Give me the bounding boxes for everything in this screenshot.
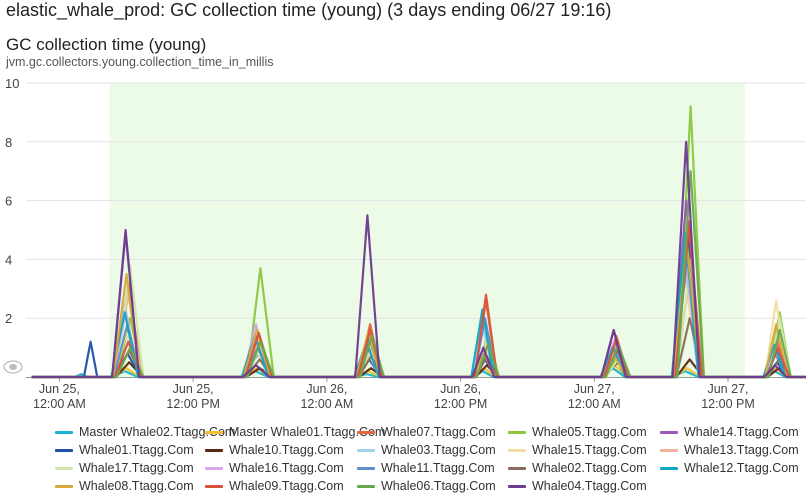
legend-label: Whale01.Ttagg.Com bbox=[79, 443, 194, 457]
legend-swatch bbox=[55, 448, 73, 452]
legend-item[interactable]: Master Whale02.Ttagg.Com bbox=[55, 423, 235, 441]
legend-swatch bbox=[205, 484, 223, 488]
y-tick-label: 6 bbox=[5, 194, 12, 209]
legend-swatch bbox=[660, 448, 678, 452]
x-tick-label: 12:00 PM bbox=[166, 397, 220, 411]
legend-item[interactable]: Whale17.Ttagg.Com bbox=[55, 459, 194, 477]
x-tick-label: 12:00 PM bbox=[434, 397, 488, 411]
legend-label: Whale14.Ttagg.Com bbox=[684, 425, 799, 439]
legend-swatch bbox=[55, 484, 73, 488]
legend-swatch bbox=[660, 430, 678, 434]
y-tick-label: 8 bbox=[5, 135, 12, 150]
legend-label: Whale16.Ttagg.Com bbox=[229, 461, 344, 475]
legend-label: Whale10.Ttagg.Com bbox=[229, 443, 344, 457]
x-tick-label: Jun 26, bbox=[440, 382, 481, 396]
page-title: elastic_whale_prod: GC collection time (… bbox=[6, 0, 612, 20]
legend-item[interactable]: Whale16.Ttagg.Com bbox=[205, 459, 344, 477]
legend-swatch bbox=[205, 448, 223, 452]
legend-item[interactable]: Whale10.Ttagg.Com bbox=[205, 441, 344, 459]
legend-swatch bbox=[508, 448, 526, 452]
chart-title: GC collection time (young) bbox=[6, 35, 207, 54]
chart-legend: Master Whale02.Ttagg.Com Master Whale01.T… bbox=[0, 420, 808, 497]
y-tick-label: 4 bbox=[5, 252, 12, 267]
legend-swatch bbox=[357, 430, 375, 434]
legend-label: Whale08.Ttagg.Com bbox=[79, 479, 194, 493]
x-tick-label: 12:00 AM bbox=[300, 397, 353, 411]
y-tick-label: 2 bbox=[5, 311, 12, 326]
legend-item[interactable]: Whale08.Ttagg.Com bbox=[55, 477, 194, 495]
x-tick-label: Jun 26, bbox=[306, 382, 347, 396]
legend-label: Whale11.Ttagg.Com bbox=[381, 461, 495, 475]
x-tick-label: 12:00 AM bbox=[568, 397, 621, 411]
legend-swatch bbox=[205, 466, 223, 470]
zoom-reset-icon[interactable] bbox=[3, 360, 23, 374]
legend-label: Whale02.Ttagg.Com bbox=[532, 461, 647, 475]
legend-swatch bbox=[357, 448, 375, 452]
legend-item[interactable]: Whale04.Ttagg.Com bbox=[508, 477, 647, 495]
legend-swatch bbox=[660, 466, 678, 470]
x-tick-label: Jun 25, bbox=[173, 382, 214, 396]
legend-swatch bbox=[508, 430, 526, 434]
legend-swatch bbox=[205, 430, 223, 434]
y-tick-label: 10 bbox=[5, 76, 19, 91]
legend-label: Whale07.Ttagg.Com bbox=[381, 425, 496, 439]
legend-item[interactable]: Whale07.Ttagg.Com bbox=[357, 423, 496, 441]
x-tick-label: Jun 27, bbox=[574, 382, 615, 396]
legend-label: Master Whale01.Ttagg.Com bbox=[229, 425, 386, 439]
legend-swatch bbox=[357, 484, 375, 488]
legend-label: Whale17.Ttagg.Com bbox=[79, 461, 194, 475]
legend-swatch bbox=[55, 466, 73, 470]
legend-label: Whale09.Ttagg.Com bbox=[229, 479, 344, 493]
legend-label: Master Whale02.Ttagg.Com bbox=[79, 425, 236, 439]
legend-item[interactable]: Whale03.Ttagg.Com bbox=[357, 441, 496, 459]
legend-item[interactable]: Whale13.Ttagg.Com bbox=[660, 441, 799, 459]
legend-item[interactable]: Whale02.Ttagg.Com bbox=[508, 459, 647, 477]
x-tick-label: Jun 25, bbox=[39, 382, 80, 396]
legend-swatch bbox=[55, 430, 73, 434]
legend-item[interactable]: Whale14.Ttagg.Com bbox=[660, 423, 799, 441]
x-tick-label: Jun 27, bbox=[707, 382, 748, 396]
legend-swatch bbox=[357, 466, 375, 470]
legend-item[interactable]: Whale06.Ttagg.Com bbox=[357, 477, 496, 495]
legend-item[interactable]: Whale05.Ttagg.Com bbox=[508, 423, 647, 441]
x-tick-label: 12:00 AM bbox=[33, 397, 86, 411]
legend-label: Whale05.Ttagg.Com bbox=[532, 425, 647, 439]
series-line[interactable] bbox=[31, 140, 806, 379]
legend-item[interactable]: Whale11.Ttagg.Com bbox=[357, 459, 495, 477]
legend-label: Whale06.Ttagg.Com bbox=[381, 479, 496, 493]
legend-item[interactable]: Whale15.Ttagg.Com bbox=[508, 441, 647, 459]
highlight-band bbox=[109, 83, 745, 377]
legend-swatch bbox=[508, 466, 526, 470]
legend-label: Whale15.Ttagg.Com bbox=[532, 443, 647, 457]
legend-item[interactable]: Whale09.Ttagg.Com bbox=[205, 477, 344, 495]
legend-label: Whale03.Ttagg.Com bbox=[381, 443, 496, 457]
legend-swatch bbox=[508, 484, 526, 488]
legend-label: Whale13.Ttagg.Com bbox=[684, 443, 799, 457]
legend-item[interactable]: Master Whale01.Ttagg.Com bbox=[205, 423, 385, 441]
chart-subtitle: jvm.gc.collectors.young.collection_time_… bbox=[6, 55, 274, 69]
x-tick-label: 12:00 PM bbox=[701, 397, 755, 411]
legend-item[interactable]: Whale12.Ttagg.Com bbox=[660, 459, 799, 477]
legend-item[interactable]: Whale01.Ttagg.Com bbox=[55, 441, 194, 459]
legend-label: Whale04.Ttagg.Com bbox=[532, 479, 647, 493]
legend-label: Whale12.Ttagg.Com bbox=[684, 461, 799, 475]
